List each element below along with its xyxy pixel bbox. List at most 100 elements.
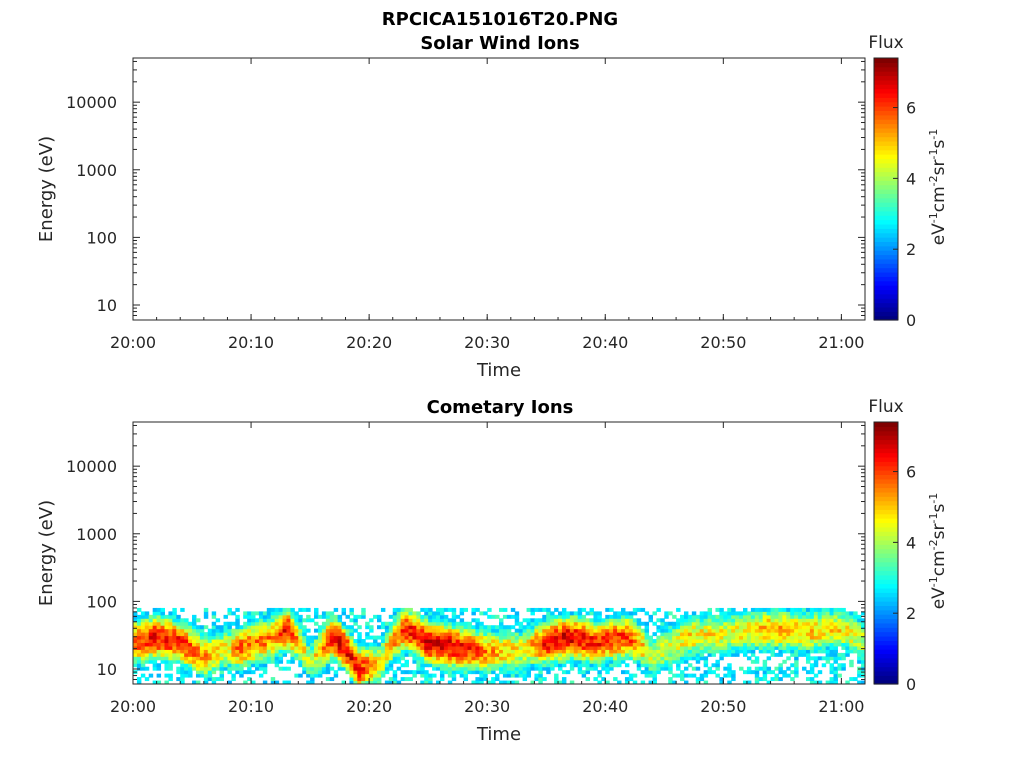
heatmap-cell bbox=[707, 670, 713, 675]
heatmap-cell bbox=[790, 642, 795, 647]
heatmap-cell bbox=[329, 611, 335, 616]
heatmap-cell bbox=[577, 625, 583, 630]
heatmap-cell bbox=[683, 625, 689, 630]
heatmap-cell bbox=[325, 625, 331, 630]
heatmap-cell bbox=[837, 618, 842, 623]
heatmap-cell bbox=[609, 652, 614, 657]
heatmap-cell bbox=[518, 656, 524, 661]
heatmap-cell bbox=[160, 614, 165, 619]
heatmap-cell bbox=[337, 639, 343, 644]
heatmap-cell bbox=[306, 607, 311, 612]
heatmap-cell bbox=[192, 656, 197, 661]
heatmap-cell bbox=[813, 649, 819, 654]
heatmap-cell bbox=[762, 628, 768, 633]
heatmap-cell bbox=[195, 625, 201, 630]
heatmap-cell bbox=[247, 614, 252, 619]
colorbar-swatch bbox=[874, 474, 898, 480]
colorbar-swatch bbox=[874, 513, 898, 519]
heatmap-cell bbox=[735, 614, 740, 619]
heatmap-cell bbox=[239, 659, 244, 664]
heatmap-cell bbox=[805, 621, 811, 626]
colorbar-frame bbox=[873, 421, 899, 685]
heatmap-cell bbox=[798, 625, 803, 630]
heatmap-cell bbox=[227, 621, 232, 626]
heatmap-cell bbox=[439, 652, 445, 657]
heatmap-cell bbox=[766, 611, 772, 616]
heatmap-cell bbox=[223, 652, 228, 657]
heatmap-cell bbox=[510, 642, 516, 647]
heatmap-cell bbox=[526, 621, 531, 626]
heatmap-cell bbox=[660, 666, 665, 671]
heatmap-cell bbox=[739, 628, 744, 633]
heatmap-cell bbox=[758, 645, 764, 650]
heatmap-cell bbox=[601, 618, 606, 623]
heatmap-cell bbox=[723, 666, 728, 671]
heatmap-cell bbox=[683, 642, 689, 647]
heatmap-cell bbox=[538, 625, 543, 630]
heatmap-cell bbox=[239, 628, 244, 633]
heatmap-cell bbox=[325, 666, 331, 671]
heatmap-cell bbox=[321, 625, 327, 630]
heatmap-cell bbox=[479, 642, 484, 647]
heatmap-cell bbox=[357, 666, 362, 671]
heatmap-cell bbox=[231, 666, 236, 671]
heatmap-cell bbox=[550, 645, 555, 650]
heatmap-cell bbox=[672, 642, 677, 647]
heatmap-cell bbox=[333, 628, 339, 633]
heatmap-cell bbox=[231, 673, 236, 678]
heatmap-cell bbox=[140, 614, 146, 619]
heatmap-cell bbox=[754, 680, 760, 685]
heatmap-cell bbox=[857, 639, 862, 644]
heatmap-cell bbox=[467, 670, 472, 675]
heatmap-cell bbox=[624, 656, 630, 661]
heatmap-cell bbox=[416, 645, 421, 650]
heatmap-cell bbox=[365, 652, 370, 657]
heatmap-cell bbox=[365, 645, 370, 650]
heatmap-cell bbox=[577, 666, 583, 671]
heatmap-cell bbox=[597, 635, 602, 640]
colorbar-swatch bbox=[874, 470, 898, 475]
heatmap-cell bbox=[215, 677, 221, 682]
heatmap-cell bbox=[805, 649, 811, 654]
heatmap-cell bbox=[849, 611, 854, 616]
heatmap-cell bbox=[754, 642, 760, 647]
heatmap-cell bbox=[561, 663, 567, 668]
heatmap-cell bbox=[668, 621, 673, 626]
heatmap-cell bbox=[459, 625, 465, 630]
heatmap-cell bbox=[809, 618, 815, 623]
y-axis-label: Energy (eV) bbox=[36, 136, 57, 242]
heatmap-cell bbox=[192, 625, 197, 630]
heatmap-cell bbox=[514, 621, 520, 626]
heatmap-cell bbox=[365, 649, 370, 654]
heatmap-cell bbox=[156, 666, 162, 671]
heatmap-cell bbox=[199, 645, 205, 650]
heatmap-cell bbox=[314, 663, 319, 668]
heatmap-cell bbox=[565, 632, 571, 637]
heatmap-cell bbox=[750, 628, 756, 633]
heatmap-cell bbox=[479, 632, 484, 637]
heatmap-cell bbox=[825, 628, 831, 633]
heatmap-cell bbox=[321, 611, 327, 616]
heatmap-cell bbox=[345, 656, 350, 661]
heatmap-cell bbox=[833, 614, 838, 619]
heatmap-cell bbox=[400, 656, 406, 661]
heatmap-cell bbox=[262, 642, 268, 647]
heatmap-cell bbox=[703, 628, 709, 633]
panel-title: Cometary Ions bbox=[427, 397, 574, 418]
heatmap-cell bbox=[219, 628, 225, 633]
heatmap-cell bbox=[491, 635, 496, 640]
heatmap-cell bbox=[184, 652, 189, 657]
heatmap-cell bbox=[443, 656, 449, 661]
heatmap-cell bbox=[778, 677, 783, 682]
heatmap-cell bbox=[558, 645, 563, 650]
heatmap-cell bbox=[270, 639, 276, 644]
heatmap-cell bbox=[436, 649, 441, 654]
heatmap-cell bbox=[353, 680, 358, 685]
heatmap-cell bbox=[636, 666, 642, 671]
heatmap-cell bbox=[416, 656, 421, 661]
heatmap-cell bbox=[577, 632, 583, 637]
heatmap-cell bbox=[420, 652, 425, 657]
heatmap-cell bbox=[160, 659, 165, 664]
colorbar-swatch bbox=[874, 518, 898, 524]
heatmap-cell bbox=[746, 656, 752, 661]
